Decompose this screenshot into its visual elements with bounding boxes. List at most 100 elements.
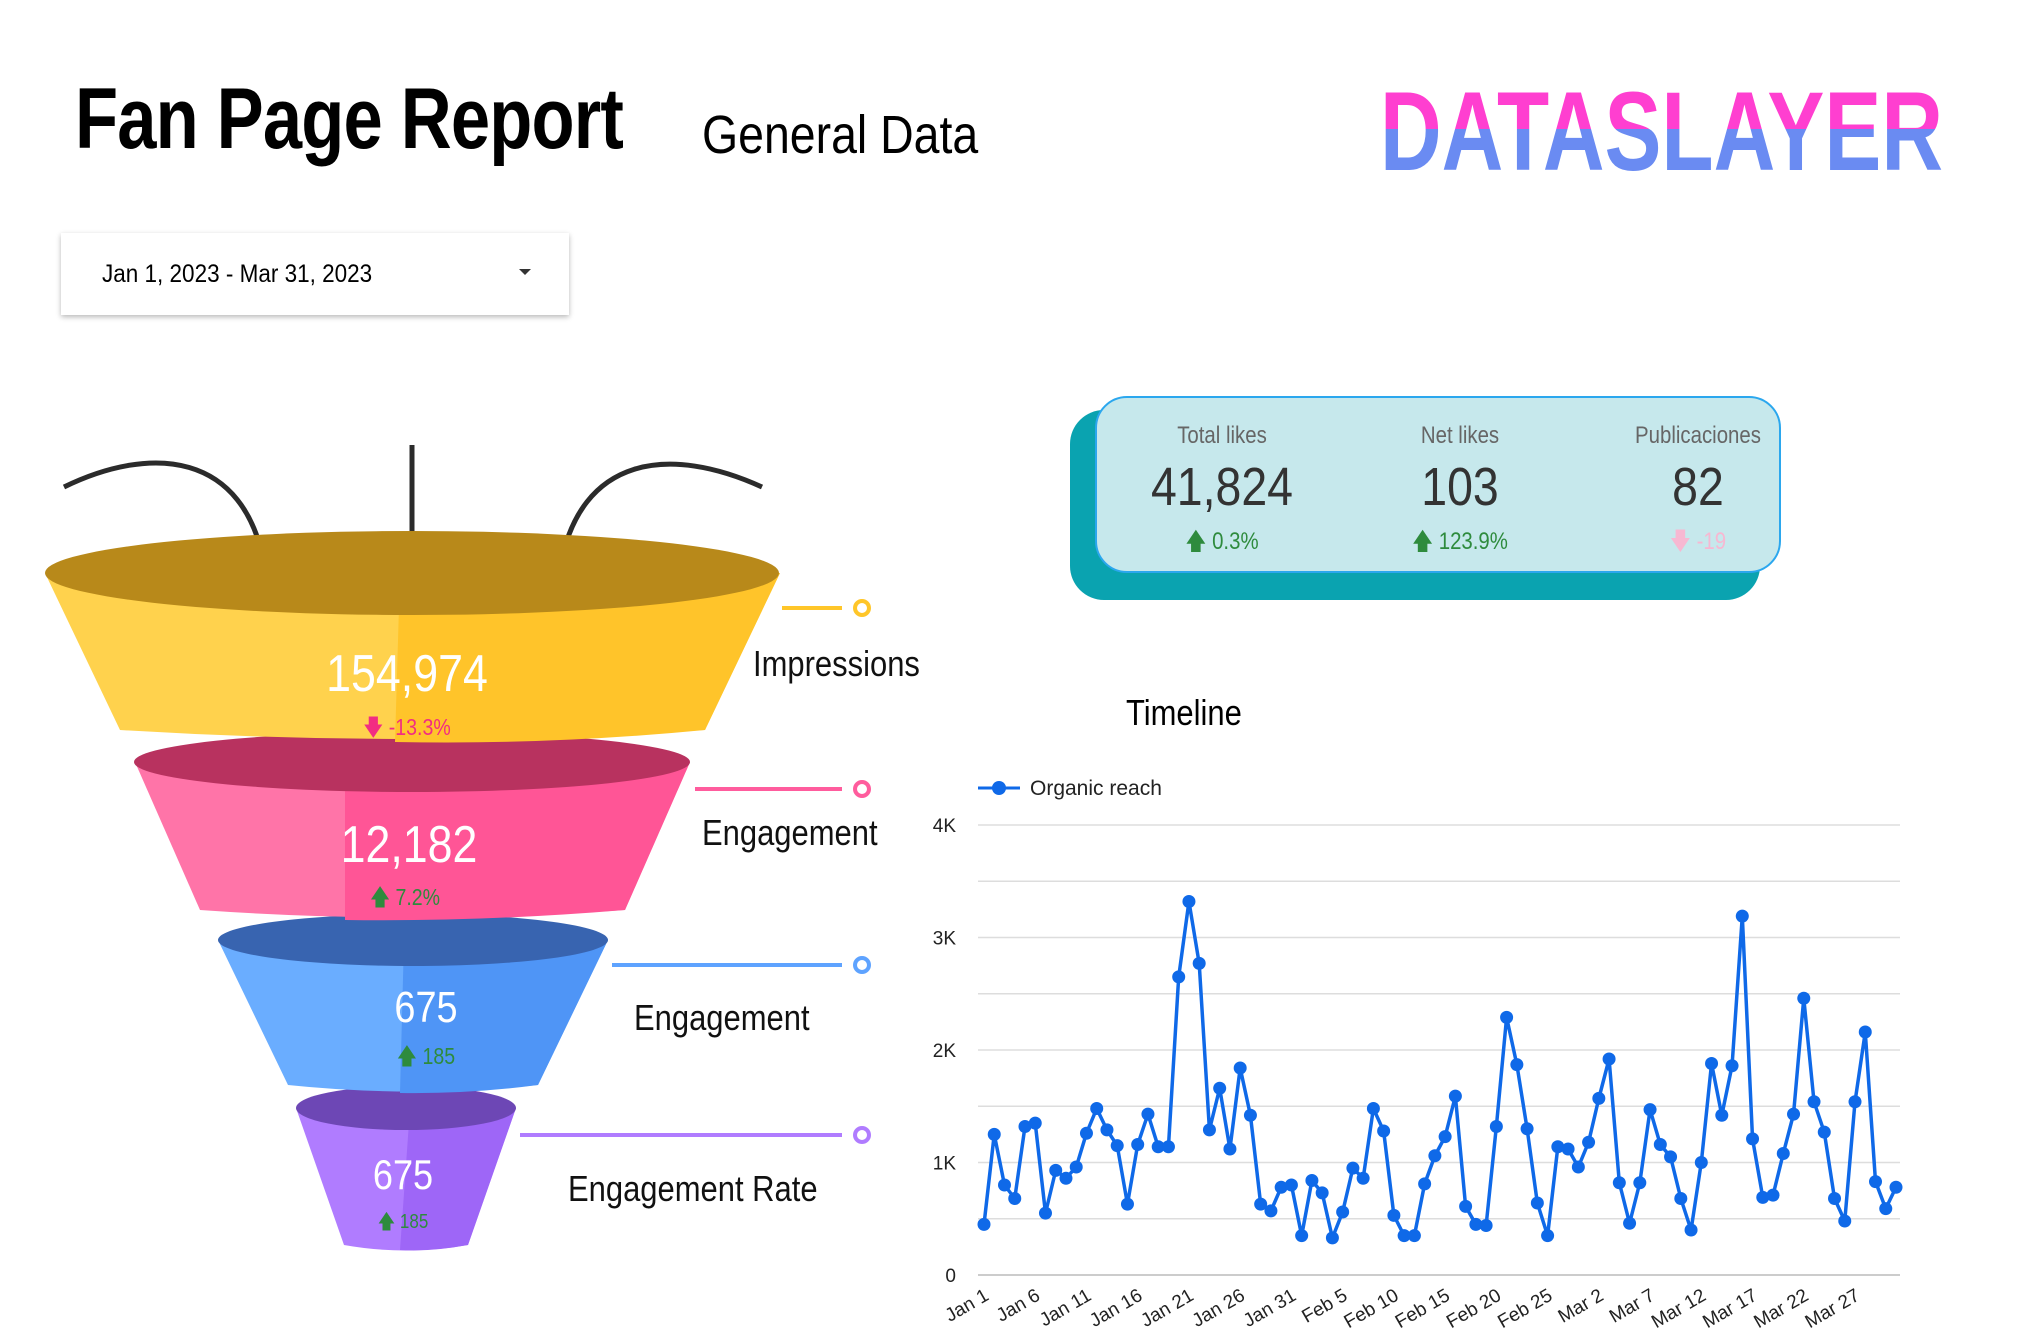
data-point[interactable] <box>987 1127 1001 1141</box>
data-point[interactable] <box>1848 1095 1862 1109</box>
data-point[interactable] <box>1151 1140 1165 1154</box>
data-point[interactable] <box>1438 1130 1452 1144</box>
data-point[interactable] <box>1213 1081 1227 1095</box>
data-point[interactable] <box>1172 970 1186 984</box>
data-point[interactable] <box>1561 1142 1575 1156</box>
data-point[interactable] <box>1284 1178 1298 1192</box>
data-point[interactable] <box>1674 1192 1688 1205</box>
data-point[interactable] <box>1766 1188 1780 1202</box>
data-point[interactable] <box>1387 1208 1401 1222</box>
data-point[interactable] <box>1489 1120 1503 1133</box>
data-point[interactable] <box>1038 1206 1052 1220</box>
data-point[interactable] <box>1746 1132 1760 1146</box>
curved-arrow-right-icon <box>557 461 764 569</box>
data-point[interactable] <box>1049 1163 1063 1177</box>
data-point[interactable] <box>1090 1102 1104 1115</box>
data-point[interactable] <box>1500 1010 1514 1024</box>
data-point[interactable] <box>1274 1180 1288 1194</box>
data-point[interactable] <box>1623 1216 1637 1230</box>
data-point[interactable] <box>1131 1138 1145 1151</box>
data-point[interactable] <box>1787 1107 1801 1121</box>
data-point[interactable] <box>1254 1197 1268 1211</box>
data-point[interactable] <box>1315 1186 1329 1200</box>
data-point[interactable] <box>1264 1204 1278 1218</box>
data-point[interactable] <box>1407 1229 1421 1243</box>
data-point[interactable] <box>1582 1135 1596 1149</box>
x-tick-label: Mar 12 <box>1648 1285 1710 1330</box>
data-point[interactable] <box>1161 1140 1175 1154</box>
arrow-down-icon: 🡇 <box>363 714 384 740</box>
data-point[interactable] <box>1469 1217 1483 1231</box>
data-point[interactable] <box>1069 1160 1083 1174</box>
data-point[interactable] <box>1120 1197 1134 1211</box>
x-tick-label: Mar 7 <box>1606 1285 1659 1327</box>
data-point[interactable] <box>1192 956 1206 970</box>
data-point[interactable] <box>1182 895 1196 908</box>
data-point[interactable] <box>1325 1231 1339 1245</box>
data-point[interactable] <box>1243 1108 1257 1122</box>
data-point[interactable] <box>1459 1199 1473 1213</box>
data-point[interactable] <box>1653 1138 1667 1151</box>
data-point[interactable] <box>1828 1192 1842 1205</box>
data-point[interactable] <box>1735 909 1749 923</box>
date-range-picker[interactable]: Jan 1, 2023 - Mar 31, 2023 <box>61 233 569 315</box>
data-point[interactable] <box>1838 1214 1852 1228</box>
data-point[interactable] <box>977 1217 991 1231</box>
data-point[interactable] <box>1541 1229 1555 1243</box>
x-tick-label: Jan 31 <box>1240 1285 1300 1330</box>
data-point[interactable] <box>1664 1150 1678 1164</box>
data-point[interactable] <box>1643 1103 1657 1117</box>
data-point[interactable] <box>1366 1102 1380 1115</box>
data-point[interactable] <box>1356 1171 1370 1185</box>
data-point[interactable] <box>1756 1190 1770 1204</box>
data-point[interactable] <box>1889 1180 1903 1194</box>
data-point[interactable] <box>1336 1205 1350 1219</box>
data-point[interactable] <box>1797 991 1811 1005</box>
data-point[interactable] <box>1018 1120 1032 1133</box>
data-point[interactable] <box>1592 1091 1606 1105</box>
data-point[interactable] <box>1110 1139 1124 1153</box>
data-point[interactable] <box>1869 1175 1883 1189</box>
data-point[interactable] <box>1479 1219 1493 1232</box>
connector-dot-icon <box>853 599 871 617</box>
data-point[interactable] <box>1305 1174 1319 1187</box>
data-point[interactable] <box>1397 1229 1411 1243</box>
data-point[interactable] <box>997 1178 1011 1192</box>
data-point[interactable] <box>1602 1052 1616 1066</box>
data-point[interactable] <box>1428 1149 1442 1163</box>
data-point[interactable] <box>1633 1176 1647 1190</box>
data-point[interactable] <box>1684 1223 1698 1237</box>
data-point[interactable] <box>1776 1147 1790 1160</box>
data-point[interactable] <box>1530 1196 1544 1210</box>
data-point[interactable] <box>1079 1126 1093 1140</box>
data-point[interactable] <box>1223 1142 1237 1156</box>
data-point[interactable] <box>1858 1025 1872 1039</box>
data-point[interactable] <box>1612 1176 1626 1190</box>
data-point[interactable] <box>1202 1123 1216 1137</box>
data-point[interactable] <box>1377 1124 1391 1138</box>
data-point[interactable] <box>1100 1123 1114 1137</box>
data-point[interactable] <box>1879 1202 1893 1216</box>
data-point[interactable] <box>1295 1229 1309 1243</box>
data-point[interactable] <box>1715 1108 1729 1122</box>
data-point[interactable] <box>1520 1122 1534 1136</box>
data-point[interactable] <box>1448 1089 1462 1103</box>
arrow-up-icon: 🡅 <box>1185 528 1207 555</box>
data-point[interactable] <box>1571 1160 1585 1174</box>
data-point[interactable] <box>1705 1057 1719 1070</box>
data-point[interactable] <box>1008 1192 1022 1205</box>
data-point[interactable] <box>1694 1156 1708 1169</box>
data-point[interactable] <box>1418 1177 1432 1191</box>
data-point[interactable] <box>1028 1116 1042 1130</box>
data-point[interactable] <box>1510 1058 1524 1072</box>
data-point[interactable] <box>1141 1107 1155 1121</box>
caret-down-icon[interactable] <box>519 269 531 275</box>
data-point[interactable] <box>1817 1125 1831 1139</box>
data-point[interactable] <box>1551 1140 1565 1154</box>
data-point[interactable] <box>1059 1171 1073 1185</box>
data-point[interactable] <box>1346 1161 1360 1175</box>
data-point[interactable] <box>1725 1059 1739 1073</box>
kpi-delta: 🡇 -19 <box>1669 528 1727 555</box>
data-point[interactable] <box>1233 1061 1247 1075</box>
data-point[interactable] <box>1807 1095 1821 1109</box>
